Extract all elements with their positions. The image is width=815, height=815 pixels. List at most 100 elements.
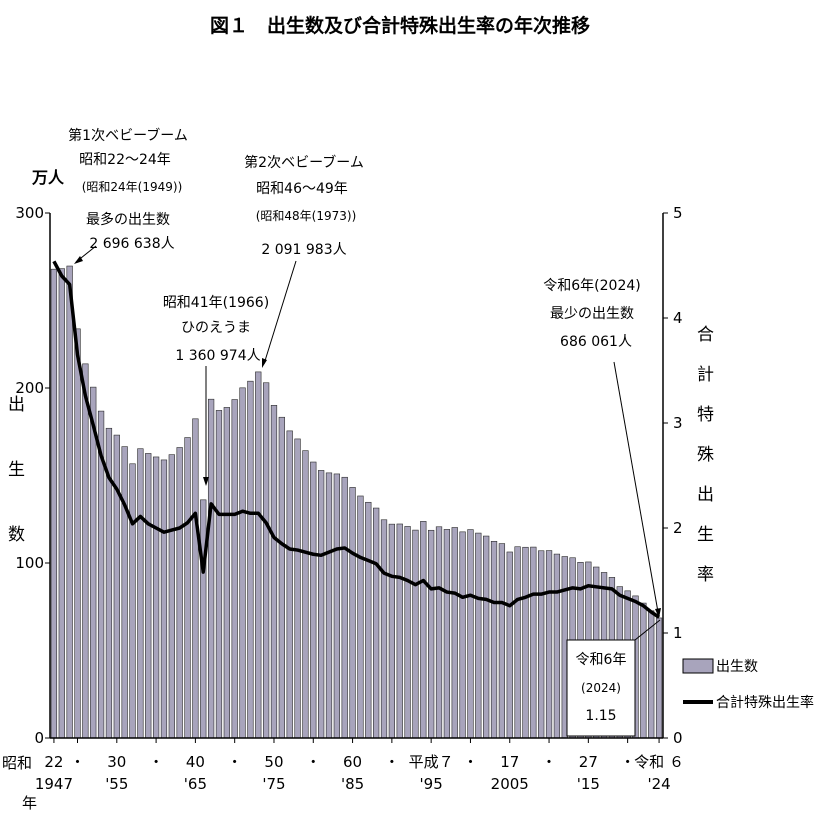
x-tick-bottom-1995: '95 [420, 775, 443, 793]
right-axis-ticks: 0 1 2 3 4 5 [663, 204, 683, 747]
bar-1988 [373, 507, 380, 739]
right-axis-label-char-6: 生 [697, 525, 714, 545]
bar-1980 [310, 461, 317, 739]
bar-1964 [184, 437, 191, 739]
legend-bar-label: 出生数 [716, 659, 758, 675]
right-tick-label-4: 4 [673, 309, 683, 327]
bar-1996 [435, 526, 443, 739]
annotation-min-2024-arrow [613, 361, 659, 613]
x-tick-top-1955: 30 [107, 753, 126, 771]
bar-1972 [247, 380, 254, 739]
birth-bars [50, 265, 663, 739]
annotation-min-2024-arrowhead [655, 608, 661, 618]
bar-1962 [168, 454, 175, 739]
annotation-baby-boom-2-line-1: 第2次ベビーブーム [244, 154, 364, 171]
tfr-2024-box-line-3: 1.15 [585, 708, 616, 724]
bar-2000 [467, 529, 474, 739]
left-axis-unit: 万人 [31, 168, 65, 187]
bar-2003 [490, 540, 498, 739]
bar-1968 [215, 410, 223, 739]
bar-1998 [451, 527, 458, 739]
bar-1984 [341, 476, 348, 739]
x-tick-top-1950: ・ [70, 753, 85, 771]
bar-1994 [420, 521, 427, 739]
bar-1981 [318, 470, 325, 739]
x-tick-top-1990: ・ [384, 753, 399, 771]
left-tick-label-100: 100 [15, 554, 44, 572]
bar-1957 [129, 463, 136, 739]
tfr-2024-box-pointer [634, 619, 661, 641]
right-tick-label-1: 1 [673, 624, 683, 642]
annotation-baby-boom-2-arrowhead [262, 358, 267, 368]
right-tick-label-2: 2 [673, 519, 683, 537]
tfr-2024-box-line-2: (2024) [581, 681, 621, 695]
annotation-baby-boom-1: 第1次ベビーブーム 昭和22～24年 (昭和24年(1949)) 最多の出生数 … [68, 127, 188, 252]
bar-1958 [137, 448, 144, 739]
bar-2011 [553, 553, 561, 739]
x-tick-bottom-1965: '65 [184, 775, 207, 793]
right-axis-label-char-5: 出 [697, 485, 714, 505]
bar-1991 [396, 523, 403, 739]
bar-1999 [459, 531, 466, 739]
bar-1990 [388, 523, 396, 739]
bar-1985 [349, 487, 356, 739]
x-tick-top-2015: 27 [579, 753, 598, 771]
bar-1956 [121, 446, 128, 739]
bar-1950 [74, 328, 81, 739]
x-tick-top-1970: ・ [227, 753, 242, 771]
x-tick-bottom-1975: '75 [262, 775, 285, 793]
x-tick-bottom-2024: '24 [647, 775, 670, 793]
x-tick-top-1995: 平成７ [409, 753, 454, 771]
x-tick-bottom-2005: 2005 [491, 775, 529, 793]
bar-2023 [648, 610, 655, 739]
bar-1973 [255, 371, 262, 739]
x-tick-top-2020: ・ [620, 753, 635, 771]
right-tick-label-5: 5 [673, 204, 683, 222]
bar-1969 [223, 407, 230, 739]
legend: 出生数 合計特殊出生率 [682, 658, 814, 711]
bar-1986 [357, 495, 364, 739]
x-tick-top-1985: 60 [343, 753, 362, 771]
left-axis-label-char-3: 数 [8, 525, 25, 545]
bar-1989 [380, 519, 388, 739]
bar-1983 [333, 473, 340, 739]
bar-1967 [207, 398, 215, 739]
x-tick-bottom-1955: '55 [105, 775, 128, 793]
bar-2007 [522, 546, 529, 739]
bar-1974 [262, 382, 270, 739]
bar-1966 [200, 499, 207, 739]
left-axis-ticks: 0 100 200 300 [15, 204, 50, 747]
x-tick-top-1975: 50 [264, 753, 283, 771]
annotation-hinoeuma-line-3: 1 360 974人 [175, 348, 260, 364]
annotation-hinoeuma-arrowhead [203, 477, 209, 486]
bar-1975 [270, 405, 278, 739]
bar-1949 [66, 265, 73, 739]
bar-1978 [294, 438, 301, 739]
annotation-min-2024-line-2: 最少の出生数 [550, 306, 634, 322]
bar-1992 [404, 526, 411, 739]
bar-2022 [640, 602, 647, 739]
bar-2006 [514, 546, 521, 739]
left-tick-label-200: 200 [15, 379, 44, 397]
bar-2004 [498, 543, 506, 739]
annotation-baby-boom-1-line-2: 昭和22～24年 [79, 152, 171, 168]
bar-1947 [50, 268, 58, 739]
right-tick-label-3: 3 [673, 414, 683, 432]
x-era-label: 昭和 [2, 754, 32, 772]
annotation-baby-boom-1-line-4: 最多の出生数 [86, 211, 170, 228]
bar-2005 [506, 551, 513, 739]
bar-1987 [365, 501, 372, 739]
annotation-hinoeuma-line-2: ひのえうま [181, 320, 251, 336]
annotation-baby-boom-2: 第2次ベビーブーム 昭和46～49年 (昭和48年(1973)) 2 091 9… [244, 154, 364, 258]
x-tick-top-2000: ・ [463, 753, 478, 771]
annotation-min-2024: 令和6年(2024) 最少の出生数 686 061人 [543, 278, 640, 350]
annotation-baby-boom-1-arrowhead [74, 256, 83, 264]
bar-2010 [545, 550, 553, 739]
bar-1977 [286, 430, 293, 739]
x-tick-bottom-2015: '15 [577, 775, 600, 793]
right-axis-label-char-1: 合 [697, 325, 714, 345]
annotation-min-2024-line-3: 686 061人 [560, 334, 632, 350]
bar-1951 [82, 363, 89, 739]
bar-1965 [192, 418, 199, 739]
annotation-baby-boom-2-line-4: 2 091 983人 [261, 242, 346, 258]
